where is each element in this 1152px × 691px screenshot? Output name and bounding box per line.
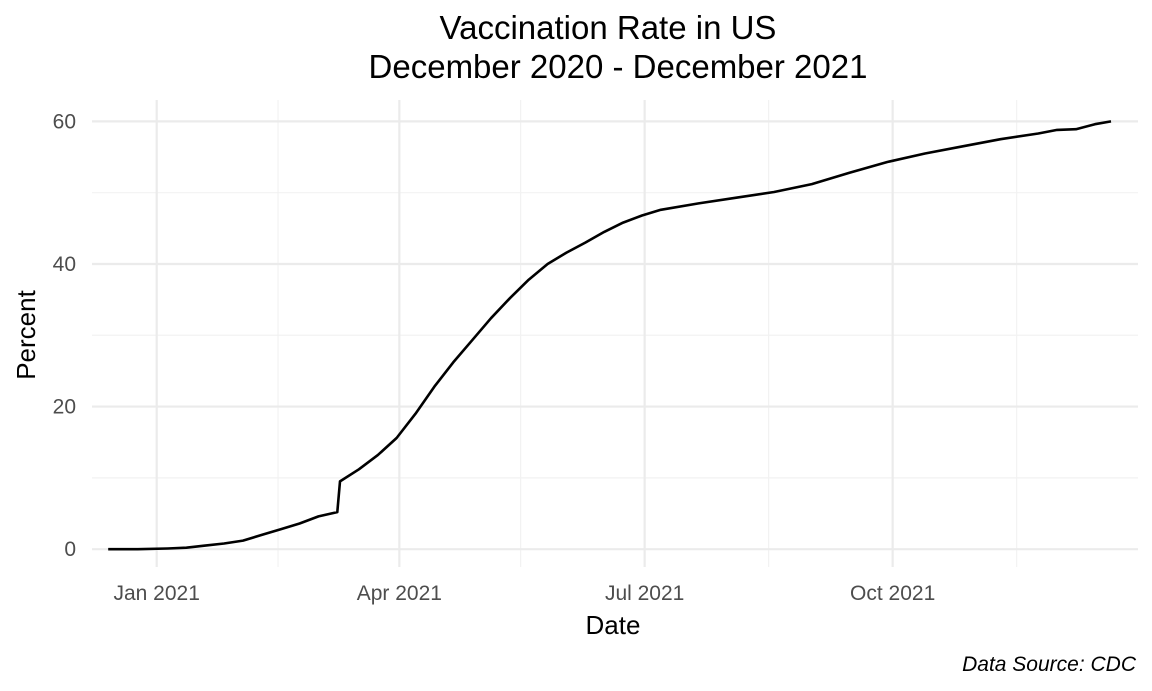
y-tick-label: 40 (53, 253, 76, 276)
y-tick-label: 60 (53, 110, 76, 133)
tick-labels: 0 20 40 60 Jan 2021 Apr 2021 Jul 2021 Oct 2021 (53, 110, 936, 605)
grid (92, 100, 1138, 567)
y-axis-title: Percent (11, 289, 41, 379)
series-layer (108, 120, 1112, 551)
vaccination-rate-line (108, 120, 1112, 551)
chart-subtitle: December 2020 - December 2021 (369, 48, 868, 85)
x-tick-label: Oct 2021 (850, 582, 935, 605)
y-tick-label: 0 (64, 538, 76, 561)
x-tick-label: Jan 2021 (113, 582, 199, 605)
data-source-caption: Data Source: CDC (962, 653, 1137, 676)
x-tick-label: Apr 2021 (357, 582, 442, 605)
x-tick-label: Jul 2021 (605, 582, 684, 605)
x-axis-title: Date (586, 610, 641, 640)
chart-title: Vaccination Rate in US (440, 9, 777, 46)
y-tick-label: 20 (53, 396, 76, 419)
